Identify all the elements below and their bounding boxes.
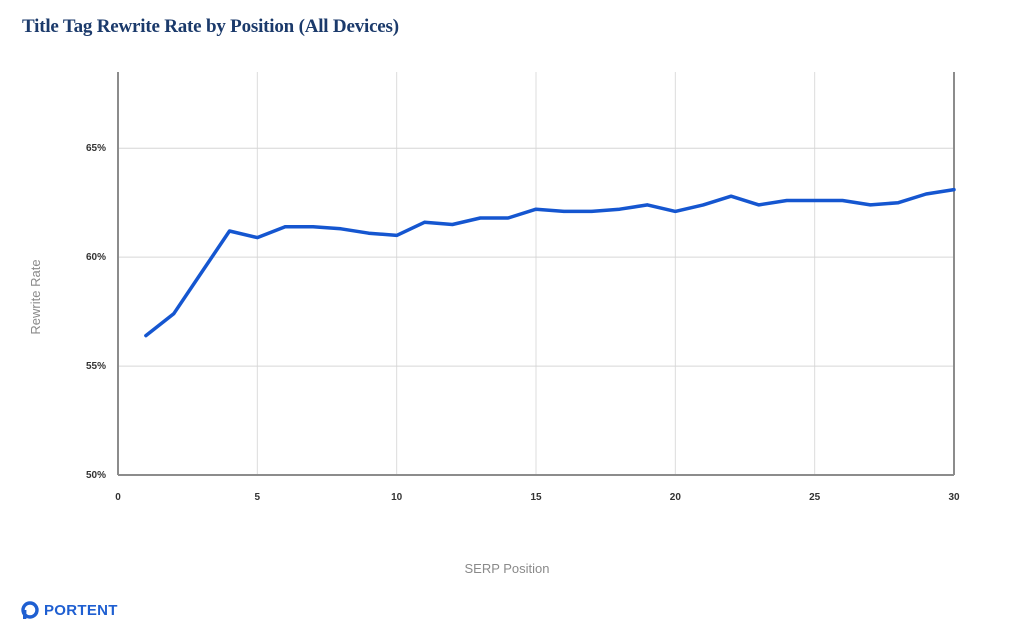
x-axis-label: SERP Position: [464, 561, 549, 576]
x-tick-label: 0: [115, 492, 121, 503]
data-point: [395, 233, 399, 237]
data-point: [729, 194, 733, 198]
axes: [117, 72, 955, 476]
y-tick-label: 50%: [86, 470, 106, 481]
data-point: [673, 209, 677, 213]
data-point: [339, 227, 343, 231]
data-point: [841, 199, 845, 203]
y-tick-label: 60%: [86, 252, 106, 263]
data-point: [645, 203, 649, 207]
data-point: [785, 199, 789, 203]
x-tick-label: 5: [255, 492, 261, 503]
portent-logo-text: PORTENT: [44, 601, 118, 619]
x-tick-label: 10: [391, 492, 403, 503]
data-point: [172, 312, 176, 316]
data-point: [618, 207, 622, 211]
series-layer: [144, 187, 956, 338]
data-point: [478, 216, 482, 220]
data-point: [813, 199, 817, 203]
x-tick-label: 20: [670, 492, 682, 503]
data-point: [506, 216, 510, 220]
data-point: [896, 201, 900, 205]
portent-logo: PORTENT: [20, 599, 118, 621]
data-point: [450, 222, 454, 226]
rewrite-rate-series-line: [144, 187, 956, 338]
data-point: [701, 203, 705, 207]
x-tick-label: 30: [948, 492, 960, 503]
grid-lines: [118, 72, 954, 475]
data-point: [868, 203, 872, 207]
data-point: [227, 229, 231, 233]
data-point: [590, 209, 594, 213]
data-point: [423, 220, 427, 224]
data-point: [924, 192, 928, 196]
x-tick-label: 15: [530, 492, 542, 503]
tick-labels: 0 5 10 15 20 25 30 50% 55% 60% 65%: [86, 143, 960, 503]
x-tick-label: 25: [809, 492, 821, 503]
data-point: [283, 225, 287, 229]
data-point: [757, 203, 761, 207]
data-point: [200, 270, 204, 274]
data-point: [367, 231, 371, 235]
data-point: [562, 209, 566, 213]
portent-logo-icon: [21, 601, 39, 619]
y-axis-label: Rewrite Rate: [28, 259, 43, 334]
data-point: [534, 207, 538, 211]
data-point: [255, 236, 259, 240]
y-tick-label: 55%: [86, 361, 106, 372]
data-point: [311, 225, 315, 229]
data-point: [952, 188, 956, 192]
chart-title: Title Tag Rewrite Rate by Position (All …: [22, 16, 399, 37]
y-tick-label: 65%: [86, 143, 106, 154]
data-point: [144, 334, 148, 338]
